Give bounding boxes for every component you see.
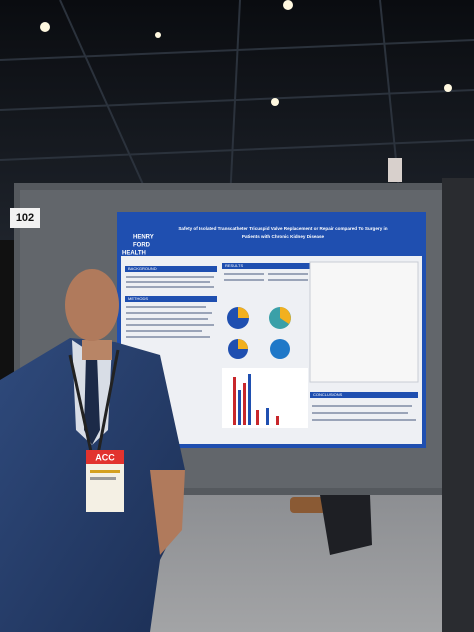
board-post bbox=[442, 178, 474, 632]
section-heading: METHODS bbox=[128, 296, 148, 301]
number-label: 102 bbox=[16, 212, 34, 224]
section-bar bbox=[222, 263, 310, 269]
pie-charts bbox=[227, 307, 291, 359]
section-heading: CONCLUSIONS bbox=[313, 392, 343, 397]
section-heading: BACKGROUND bbox=[128, 266, 157, 271]
poster-title: Patients with Chronic Kidney Disease bbox=[242, 234, 325, 239]
section-bar bbox=[125, 266, 217, 272]
person-legs bbox=[320, 495, 372, 555]
poster-header bbox=[121, 216, 422, 256]
poster-chart bbox=[309, 261, 419, 383]
ceiling-trusses bbox=[0, 0, 474, 201]
logo-line: FORD bbox=[133, 243, 151, 249]
poster-title: Safety of Isolated Transcatheter Tricusp… bbox=[178, 226, 387, 231]
exit-sign bbox=[388, 158, 402, 182]
section-bar bbox=[125, 296, 217, 302]
badge-label: ACC bbox=[95, 452, 115, 462]
shoe bbox=[290, 497, 326, 513]
logo-line: HENRY bbox=[133, 235, 154, 241]
logo-line: HEALTH bbox=[122, 251, 146, 257]
poster-text-lines bbox=[126, 273, 416, 421]
number-sign bbox=[10, 208, 40, 228]
section-bar bbox=[310, 392, 418, 398]
man: ACC bbox=[0, 269, 185, 632]
poster-bar-chart bbox=[222, 368, 308, 428]
section-heading: RESULTS bbox=[225, 263, 243, 268]
